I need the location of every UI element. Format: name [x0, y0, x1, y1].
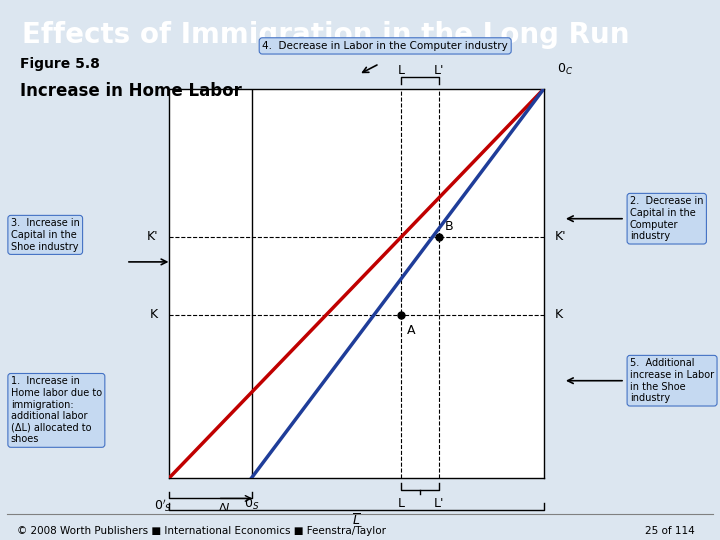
Text: $0_C$: $0_C$	[557, 62, 573, 77]
Text: Effects of Immigration in the Long Run: Effects of Immigration in the Long Run	[22, 21, 629, 49]
Text: 5.  Additional
increase in Labor
in the Shoe
industry: 5. Additional increase in Labor in the S…	[630, 359, 714, 403]
Text: Increase in Home Labor: Increase in Home Labor	[20, 82, 242, 100]
Text: L: L	[398, 497, 405, 510]
Text: $\overline{L}$: $\overline{L}$	[352, 513, 361, 529]
Text: 1.  Increase in
Home labor due to
immigration:
additional labor
(ΔL) allocated t: 1. Increase in Home labor due to immigra…	[11, 376, 102, 444]
Text: A: A	[407, 325, 415, 338]
Text: 2.  Decrease in
Capital in the
Computer
industry: 2. Decrease in Capital in the Computer i…	[630, 197, 703, 241]
Text: $\Delta L$: $\Delta L$	[217, 501, 233, 513]
Text: $0_S$: $0_S$	[244, 497, 259, 512]
Text: B: B	[444, 220, 453, 233]
Text: 4.  Decrease in Labor in the Computer industry: 4. Decrease in Labor in the Computer ind…	[262, 41, 508, 51]
Text: K': K'	[555, 231, 567, 244]
Text: $0'_S$: $0'_S$	[155, 497, 173, 514]
Text: 3.  Increase in
Capital in the
Shoe industry: 3. Increase in Capital in the Shoe indus…	[11, 218, 80, 252]
Text: L: L	[398, 64, 405, 77]
Text: © 2008 Worth Publishers ■ International Economics ■ Feenstra/Taylor: © 2008 Worth Publishers ■ International …	[17, 526, 386, 536]
Text: K: K	[150, 308, 158, 321]
Text: K: K	[555, 308, 563, 321]
Text: L': L'	[433, 64, 444, 77]
Text: K': K'	[146, 231, 158, 244]
Text: Figure 5.8: Figure 5.8	[20, 57, 100, 71]
Text: L': L'	[433, 497, 444, 510]
Text: 25 of 114: 25 of 114	[644, 526, 695, 536]
